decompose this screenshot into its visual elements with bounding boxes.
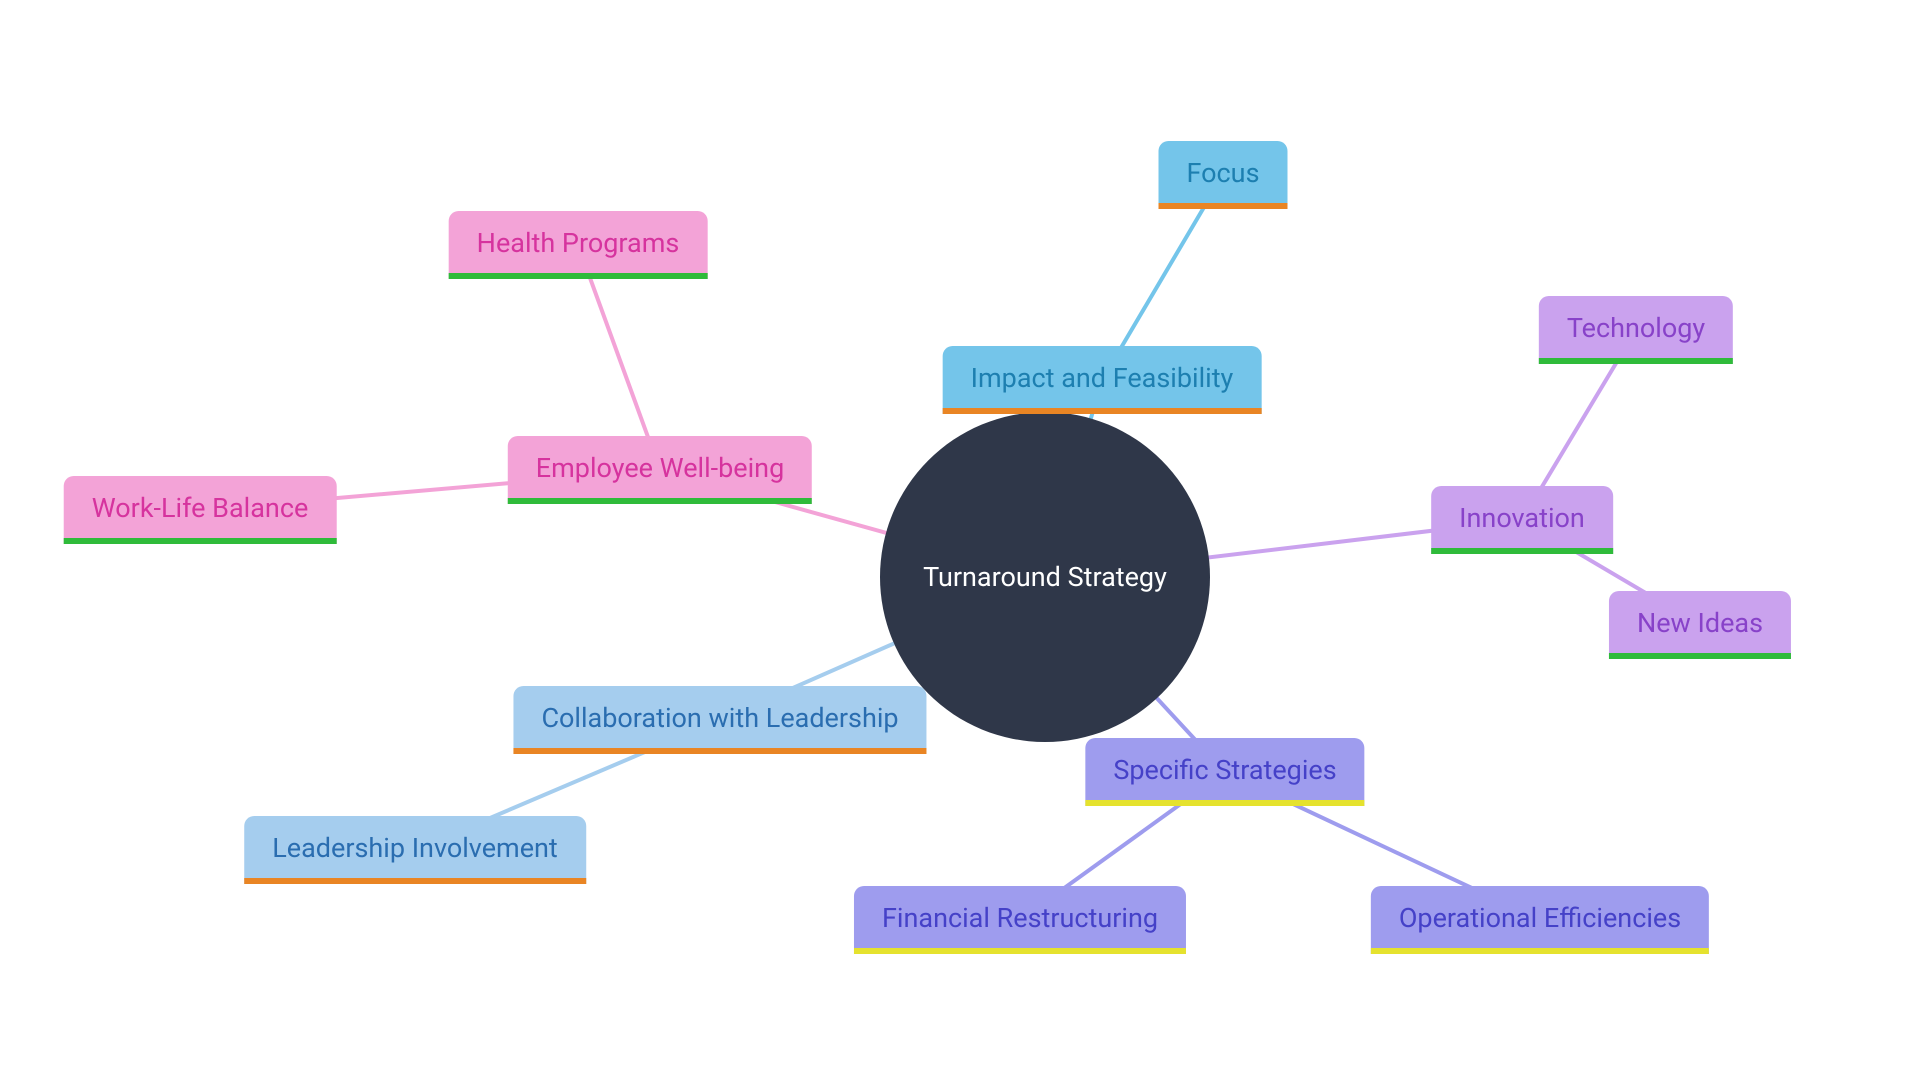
node-label: Focus — [1187, 157, 1260, 189]
node-label: Financial Restructuring — [882, 902, 1158, 934]
node-opeff: Operational Efficiencies — [1371, 886, 1709, 954]
node-label: Specific Strategies — [1113, 754, 1336, 786]
node-label: Impact and Feasibility — [971, 362, 1234, 394]
node-label: New Ideas — [1637, 607, 1763, 639]
node-worklife: Work-Life Balance — [64, 476, 337, 544]
node-health: Health Programs — [449, 211, 708, 279]
node-label: Operational Efficiencies — [1399, 902, 1681, 934]
node-label: Employee Well-being — [536, 452, 784, 484]
node-underline — [64, 538, 337, 544]
node-underline — [1431, 548, 1613, 554]
node-label: Technology — [1567, 312, 1705, 344]
node-underline — [854, 948, 1186, 954]
node-wellbeing: Employee Well-being — [508, 436, 812, 504]
node-underline — [449, 273, 708, 279]
node-underline — [1085, 800, 1364, 806]
node-label: Health Programs — [477, 227, 680, 259]
mindmap-canvas: Turnaround Strategy Impact and Feasibili… — [0, 0, 1920, 1080]
node-newideas: New Ideas — [1609, 591, 1791, 659]
node-underline — [943, 408, 1262, 414]
node-label: Innovation — [1459, 502, 1585, 534]
node-leadinv: Leadership Involvement — [244, 816, 586, 884]
node-technology: Technology — [1539, 296, 1733, 364]
center-node: Turnaround Strategy — [880, 412, 1210, 742]
node-focus: Focus — [1159, 141, 1288, 209]
node-impact: Impact and Feasibility — [943, 346, 1262, 414]
node-underline — [244, 878, 586, 884]
node-label: Collaboration with Leadership — [541, 702, 898, 734]
node-innovation: Innovation — [1431, 486, 1613, 554]
center-label: Turnaround Strategy — [923, 561, 1167, 593]
node-label: Work-Life Balance — [92, 492, 309, 524]
node-specific: Specific Strategies — [1085, 738, 1364, 806]
node-underline — [1539, 358, 1733, 364]
node-underline — [1609, 653, 1791, 659]
node-underline — [1159, 203, 1288, 209]
node-underline — [508, 498, 812, 504]
node-label: Leadership Involvement — [272, 832, 558, 864]
node-finrestruct: Financial Restructuring — [854, 886, 1186, 954]
node-underline — [1371, 948, 1709, 954]
node-underline — [513, 748, 926, 754]
node-collab: Collaboration with Leadership — [513, 686, 926, 754]
